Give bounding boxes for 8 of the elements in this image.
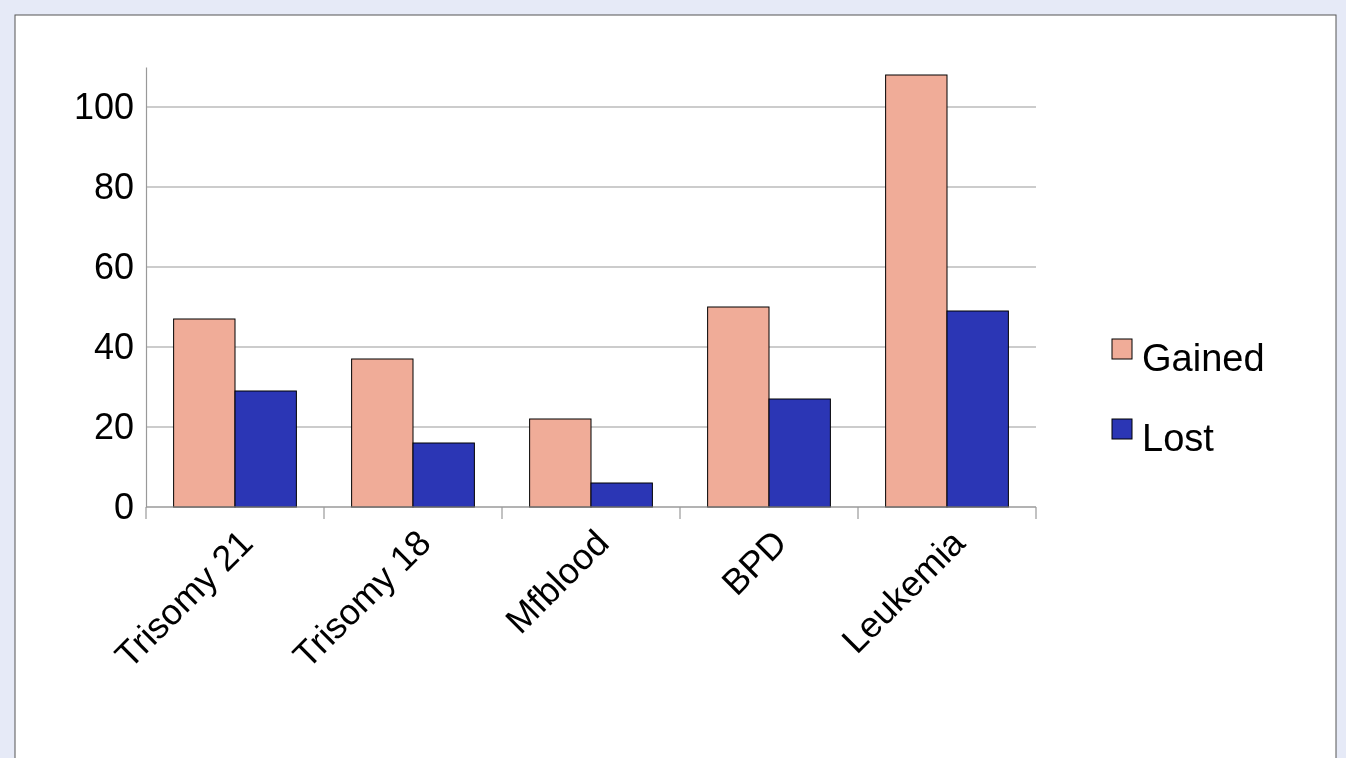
legend-label: Lost	[1142, 417, 1215, 460]
y-tick-label: 80	[93, 166, 134, 208]
y-tick-label: 60	[93, 246, 134, 288]
y-tick-label: 20	[93, 406, 134, 448]
legend-label: Gained	[1142, 337, 1265, 380]
y-tick-label: 100	[73, 86, 134, 128]
y-tick-label: 0	[113, 486, 134, 528]
y-tick-label: 40	[93, 326, 134, 368]
